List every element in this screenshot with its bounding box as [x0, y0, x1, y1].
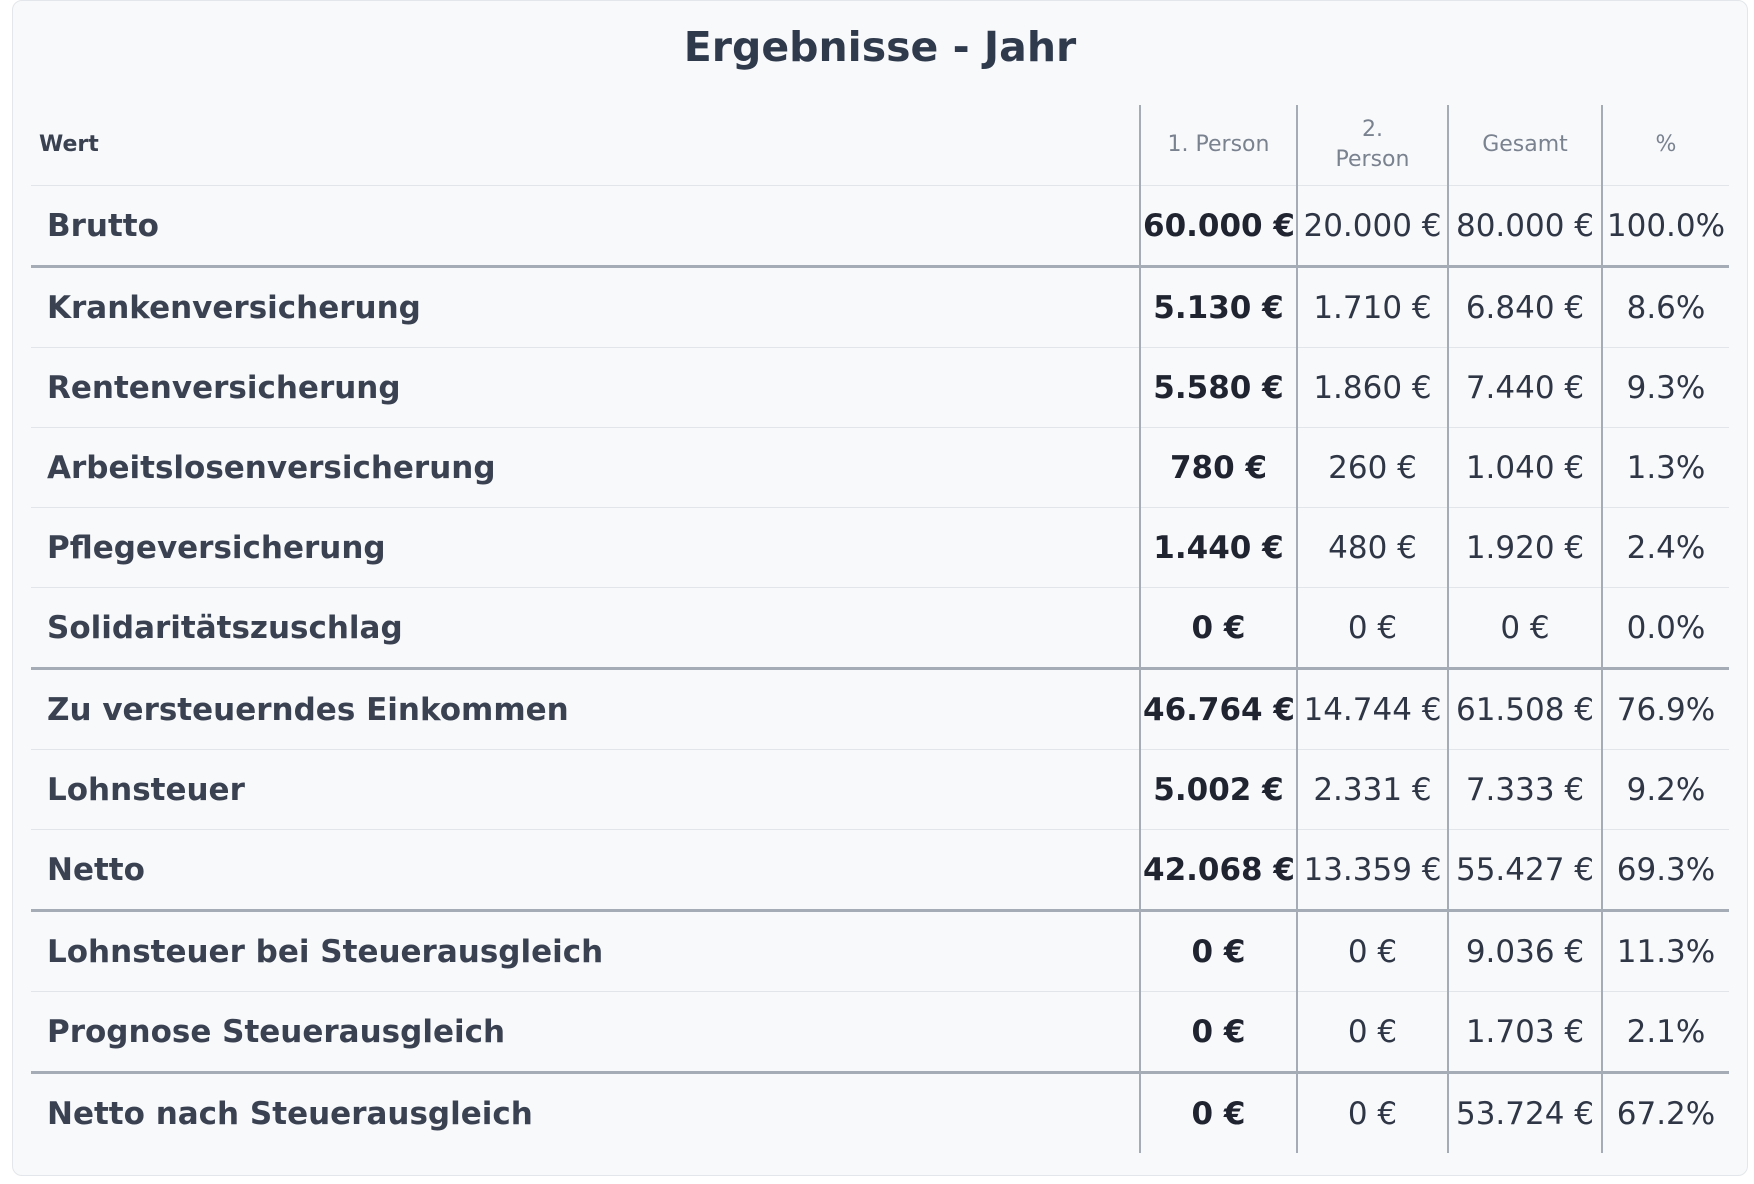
row-label: Krankenversicherung: [31, 266, 1140, 348]
cell-percent: 9.2%: [1601, 749, 1729, 830]
column-header-person-2: 2. Person: [1296, 105, 1448, 186]
cell-person-1: 1.440 €: [1139, 507, 1297, 588]
cell-person-1: 46.764 €: [1139, 668, 1297, 750]
cell-person-2: 20.000 €: [1296, 185, 1448, 268]
table-row: Netto 42.068 € 13.359 € 55.427 € 69.3%: [31, 829, 1729, 912]
cell-person-2: 0 €: [1296, 910, 1448, 992]
cell-percent: 2.4%: [1601, 507, 1729, 588]
cell-person-2: 1.710 €: [1296, 266, 1448, 348]
cell-person-2: 260 €: [1296, 427, 1448, 508]
table-row: Prognose Steuerausgleich 0 € 0 € 1.703 €…: [31, 991, 1729, 1074]
row-label: Zu versteuerndes Einkommen: [31, 668, 1140, 750]
cell-person-1: 0 €: [1139, 1072, 1297, 1153]
cell-gesamt: 0 €: [1447, 587, 1602, 670]
cell-person-1: 0 €: [1139, 991, 1297, 1074]
cell-gesamt: 53.724 €: [1447, 1072, 1602, 1153]
table-row: Krankenversicherung 5.130 € 1.710 € 6.84…: [31, 266, 1729, 348]
cell-percent: 0.0%: [1601, 587, 1729, 670]
cell-gesamt: 1.920 €: [1447, 507, 1602, 588]
cell-person-1: 0 €: [1139, 587, 1297, 670]
table-row: Solidaritätszuschlag 0 € 0 € 0 € 0.0%: [31, 587, 1729, 670]
column-header-percent: %: [1601, 105, 1729, 186]
cell-percent: 69.3%: [1601, 829, 1729, 912]
table-row: Pflegeversicherung 1.440 € 480 € 1.920 €…: [31, 507, 1729, 588]
cell-percent: 8.6%: [1601, 266, 1729, 348]
cell-person-1: 5.580 €: [1139, 347, 1297, 428]
table-row: Netto nach Steuerausgleich 0 € 0 € 53.72…: [31, 1072, 1729, 1153]
cell-gesamt: 61.508 €: [1447, 668, 1602, 750]
cell-person-1: 5.002 €: [1139, 749, 1297, 830]
cell-person-1: 780 €: [1139, 427, 1297, 508]
cell-person-1: 5.130 €: [1139, 266, 1297, 348]
cell-person-2: 14.744 €: [1296, 668, 1448, 750]
row-label: Pflegeversicherung: [31, 507, 1140, 588]
cell-person-2: 0 €: [1296, 991, 1448, 1074]
row-label: Rentenversicherung: [31, 347, 1140, 428]
cell-percent: 2.1%: [1601, 991, 1729, 1074]
cell-percent: 1.3%: [1601, 427, 1729, 508]
table-row: Lohnsteuer bei Steuerausgleich 0 € 0 € 9…: [31, 910, 1729, 992]
results-title: Ergebnisse - Jahr: [683, 23, 1077, 71]
results-table: Wert 1. Person 2. Person Gesamt % Brutto…: [31, 105, 1729, 1153]
row-label: Prognose Steuerausgleich: [31, 991, 1140, 1074]
column-header-person-1: 1. Person: [1139, 105, 1297, 186]
cell-person-2: 1.860 €: [1296, 347, 1448, 428]
cell-person-1: 0 €: [1139, 910, 1297, 992]
cell-percent: 11.3%: [1601, 910, 1729, 992]
cell-gesamt: 6.840 €: [1447, 266, 1602, 348]
row-label: Arbeitslosenversicherung: [31, 427, 1140, 508]
cell-gesamt: 80.000 €: [1447, 185, 1602, 268]
cell-person-2: 2.331 €: [1296, 749, 1448, 830]
table-row: Zu versteuerndes Einkommen 46.764 € 14.7…: [31, 668, 1729, 750]
row-label: Netto: [31, 829, 1140, 912]
cell-person-2: 480 €: [1296, 507, 1448, 588]
column-header-gesamt: Gesamt: [1447, 105, 1602, 186]
row-label: Brutto: [31, 185, 1140, 268]
cell-person-1: 42.068 €: [1139, 829, 1297, 912]
cell-gesamt: 55.427 €: [1447, 829, 1602, 912]
cell-gesamt: 7.333 €: [1447, 749, 1602, 830]
results-card: Ergebnisse - Jahr Wert 1. Person 2. Pers…: [12, 0, 1748, 1176]
row-label: Netto nach Steuerausgleich: [47, 1095, 533, 1132]
cell-gesamt: 1.703 €: [1447, 991, 1602, 1074]
cell-gesamt: 1.040 €: [1447, 427, 1602, 508]
table-row: Rentenversicherung 5.580 € 1.860 € 7.440…: [31, 347, 1729, 428]
table-row: Arbeitslosenversicherung 780 € 260 € 1.0…: [31, 427, 1729, 508]
cell-percent: 100.0%: [1601, 185, 1729, 268]
cell-person-2: 13.359 €: [1296, 829, 1448, 912]
cell-person-1: 60.000 €: [1139, 185, 1297, 268]
cell-percent: 9.3%: [1601, 347, 1729, 428]
cell-gesamt: 9.036 €: [1447, 910, 1602, 992]
row-label: Lohnsteuer bei Steuerausgleich: [31, 910, 1140, 992]
row-label: Solidaritätszuschlag: [31, 587, 1140, 670]
table-row: Brutto 60.000 € 20.000 € 80.000 € 100.0%: [31, 185, 1729, 268]
table-header-row: Wert 1. Person 2. Person Gesamt %: [31, 105, 1729, 186]
cell-person-2: 0 €: [1296, 1072, 1448, 1153]
cell-gesamt: 7.440 €: [1447, 347, 1602, 428]
row-label: Lohnsteuer: [31, 749, 1140, 830]
cell-percent: 67.2%: [1601, 1072, 1729, 1153]
cell-percent: 76.9%: [1601, 668, 1729, 750]
cell-person-2: 0 €: [1296, 587, 1448, 670]
table-row: Lohnsteuer 5.002 € 2.331 € 7.333 € 9.2%: [31, 749, 1729, 830]
column-header-wert: Wert: [31, 105, 1140, 186]
